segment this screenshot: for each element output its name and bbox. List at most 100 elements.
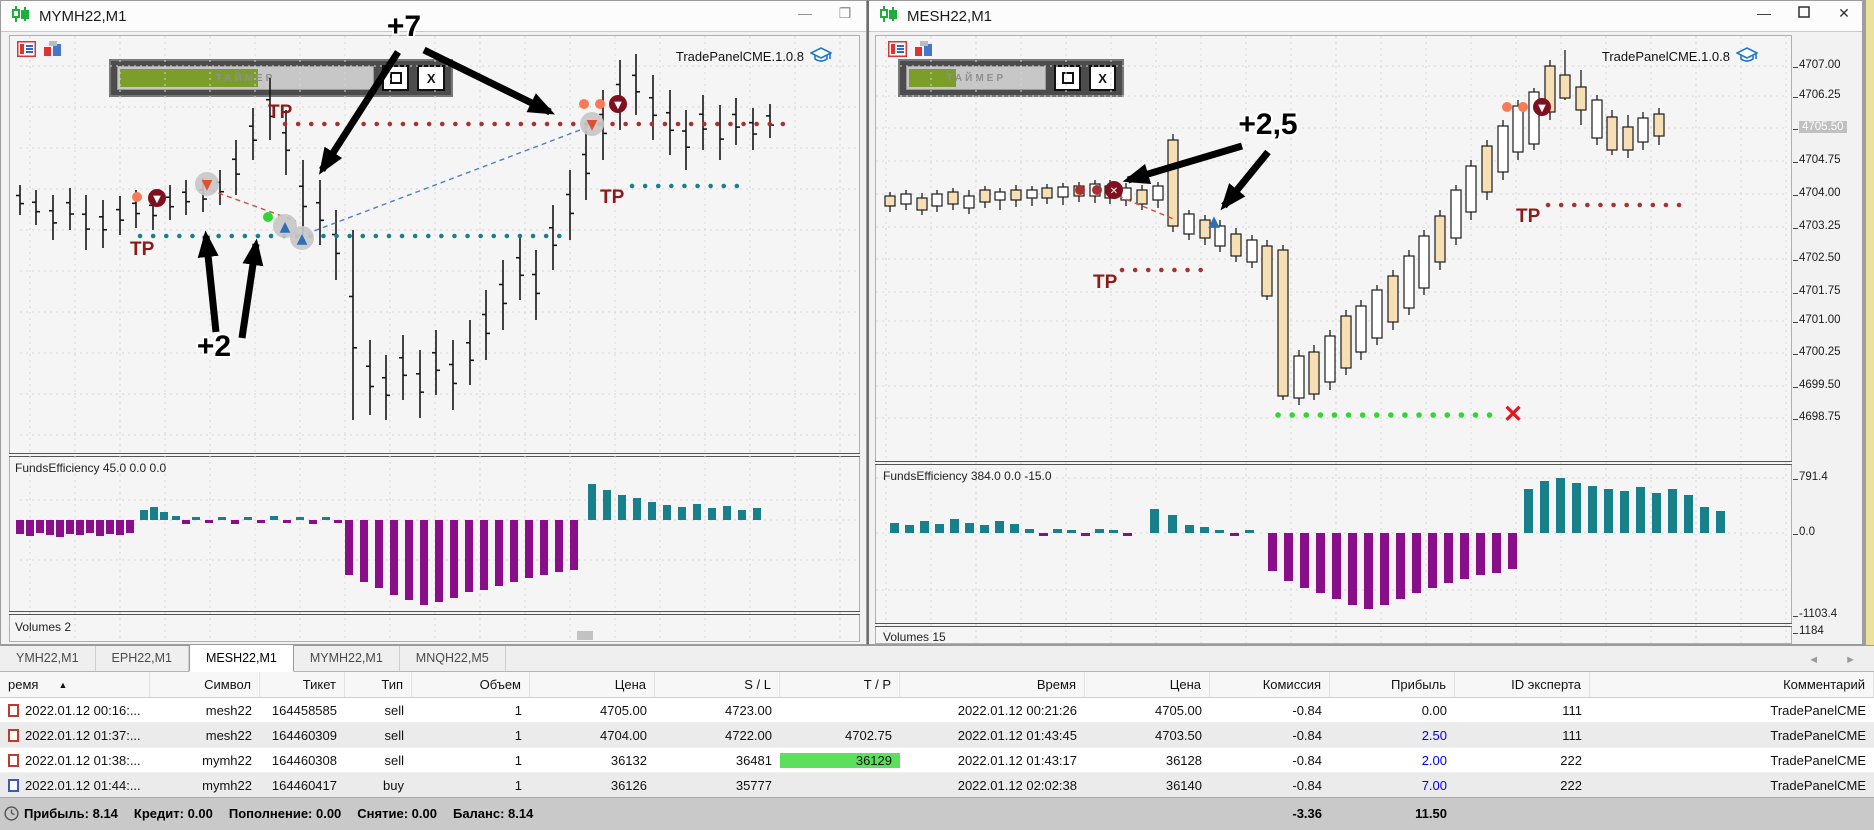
depth-of-market-icon[interactable]: [43, 41, 63, 62]
column-header[interactable]: ремя ▲: [0, 672, 150, 697]
table-cell: 7.00: [1421, 777, 1447, 793]
right-window-titlebar[interactable]: MESH22,M1 — ✕: [869, 1, 1873, 32]
left-hscrollbar-thumb[interactable]: [577, 631, 593, 640]
graduation-cap-icon[interactable]: [1735, 47, 1759, 66]
left-timer-progress: [120, 69, 258, 87]
scale-tick: [1793, 354, 1798, 355]
right-minimize-button[interactable]: —: [1757, 5, 1771, 21]
right-timer-label: ТАЙМЕР: [946, 72, 1007, 84]
status-item: Снятие: 0.00: [357, 806, 437, 821]
column-header[interactable]: Символ: [150, 672, 260, 697]
column-header[interactable]: Объем: [412, 672, 530, 697]
left-minimize-button[interactable]: —: [798, 5, 812, 21]
table-row[interactable]: 2022.01.12 01:44:... mymh22 164460417 buy 1 3…: [0, 773, 1874, 798]
right-timer-close-button[interactable]: X: [1089, 65, 1116, 91]
window-edge-strip: [1862, 0, 1874, 645]
table-cell: 2022.01.12 00:21:26: [957, 702, 1077, 718]
column-header[interactable]: Тип: [345, 672, 412, 697]
table-cell: 4703.50: [1155, 727, 1202, 743]
right-timer-maximize-button[interactable]: [1054, 65, 1082, 91]
trade-list-icon[interactable]: [887, 40, 908, 62]
scale-tick: [1793, 228, 1798, 229]
table-cell: TradePanelCME: [1770, 777, 1866, 793]
table-cell: 4705.00: [600, 702, 647, 718]
column-header[interactable]: Комиссия: [1210, 672, 1330, 697]
scale-tick: [1793, 419, 1798, 420]
left-panel-separator-2[interactable]: [9, 611, 860, 615]
right-close-button[interactable]: ✕: [1838, 5, 1850, 21]
left-timer-maximize-button[interactable]: [381, 65, 410, 91]
column-header[interactable]: S / L: [655, 672, 780, 697]
table-cell: mymh22: [202, 752, 252, 768]
chart-window-mesh22: MESH22,M1 — ✕ FundsEfficiency 384.0 0.0 …: [867, 0, 1874, 645]
scale-tick-label: 791.4: [1799, 471, 1828, 483]
table-cell: -0.84: [1292, 752, 1322, 768]
table-cell: 36481: [735, 752, 772, 768]
table-cell: sell: [384, 727, 404, 743]
left-maximize-button[interactable]: ❐: [838, 5, 852, 21]
tab-mnqh22-m5[interactable]: MNQH22,M5: [400, 646, 506, 671]
status-item: Баланс: 8.14: [452, 806, 534, 821]
scale-tick-label: 4706.25: [1799, 89, 1841, 101]
left-window-titlebar[interactable]: MYMH22,M1 — ❐: [1, 1, 866, 32]
column-header[interactable]: Цена: [530, 672, 655, 697]
column-header[interactable]: T / P: [780, 672, 900, 697]
tab-scroll-left-icon[interactable]: ◄: [1808, 654, 1820, 666]
table-row[interactable]: 2022.01.12 00:16:... mesh22 164458585 sell 1…: [0, 698, 1874, 723]
table-row[interactable]: 2022.01.12 01:37:... mesh22 164460309 sell 1…: [0, 723, 1874, 748]
column-header[interactable]: Время: [900, 672, 1085, 697]
account-summary: Прибыль: 8.14 Кредит: 0.00 Пополнение: 0.0…: [24, 806, 533, 821]
table-cell: 222: [1560, 752, 1582, 768]
column-header[interactable]: Цена: [1085, 672, 1210, 697]
status-item: Прибыль: 8.14: [24, 806, 118, 821]
table-cell: 2022.01.12 02:02:38: [957, 777, 1077, 793]
right-panel-separator-1[interactable]: [875, 461, 1792, 465]
sell-deal-icon: [8, 728, 19, 742]
table-row[interactable]: 2022.01.12 01:38:... mymh22 164460308 sell 1…: [0, 748, 1874, 773]
right-panel-separator-2[interactable]: [875, 623, 1792, 627]
column-header[interactable]: Тикет: [260, 672, 345, 697]
table-cell: 4722.00: [725, 727, 772, 743]
column-header[interactable]: Прибыль: [1330, 672, 1455, 697]
right-timer-panel[interactable]: ТАЙМЕР X: [898, 59, 1124, 97]
scale-tick: [1793, 633, 1798, 634]
table-cell: 35777: [735, 777, 772, 793]
scale-tick-label: 4701.75: [1799, 285, 1841, 297]
left-timer-label: ТАЙМЕР: [215, 72, 276, 84]
right-window-title: MESH22,M1: [907, 7, 993, 25]
tab-eph22-m1[interactable]: EPH22,M1: [96, 646, 189, 671]
scale-tick-label: 4703.25: [1799, 220, 1841, 232]
column-header[interactable]: ID эксперта: [1455, 672, 1590, 697]
tab-mesh22-m1[interactable]: MESH22,M1: [188, 644, 294, 672]
depth-of-market-icon[interactable]: [914, 41, 934, 62]
table-cell: 111: [1562, 727, 1582, 743]
table-cell: 2022.01.12 01:44:...: [0, 778, 150, 793]
scale-tick-label: 4704.00: [1799, 187, 1841, 199]
table-cell: 1: [514, 702, 522, 718]
right-tradepanel-version: TradePanelCME.1.0.8: [1601, 49, 1730, 64]
tab-scroll-right-icon[interactable]: ►: [1845, 654, 1856, 666]
trade-list-icon[interactable]: [16, 40, 37, 62]
table-cell: 2022.01.12 01:43:17: [957, 752, 1077, 768]
right-maximize-button[interactable]: [1791, 5, 1817, 22]
scale-tick: [1793, 616, 1798, 617]
tab-mymh22-m1[interactable]: MYMH22,M1: [294, 646, 400, 671]
left-panel-separator-1[interactable]: [9, 453, 860, 457]
left-chart-area[interactable]: [9, 35, 860, 642]
column-header[interactable]: Комментарий: [1590, 672, 1874, 697]
graduation-cap-icon[interactable]: [809, 47, 833, 66]
table-cell: 2022.01.12 01:43:45: [957, 727, 1077, 743]
commission-total: -3.36: [1292, 806, 1322, 821]
tab-ymh22-m1[interactable]: YMH22,M1: [0, 646, 96, 671]
table-cell: -0.84: [1292, 727, 1322, 743]
right-chart-area[interactable]: [875, 35, 1792, 644]
table-cell: 2022.01.12 01:38:...: [0, 753, 150, 768]
left-timer-panel[interactable]: ТАЙМЕР X: [109, 59, 453, 97]
left-timer-close-button[interactable]: X: [417, 65, 445, 91]
table-cell: 2022.01.12 01:37:...: [0, 728, 150, 743]
left-window-title: MYMH22,M1: [39, 7, 127, 25]
table-cell: 36126: [610, 777, 647, 793]
scale-tick-label: 4707.00: [1799, 59, 1841, 71]
